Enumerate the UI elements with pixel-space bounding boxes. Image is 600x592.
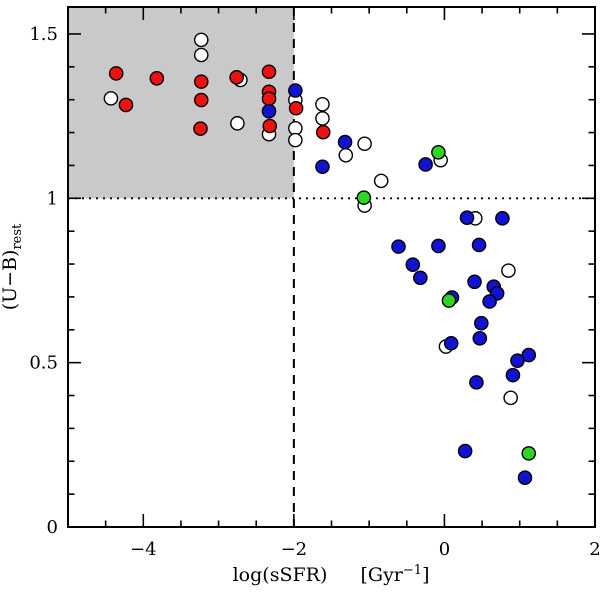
data-point-open-circles xyxy=(501,263,516,278)
x-axis-unit-label: [Gyr−1] xyxy=(360,563,429,586)
data-point-blue-circles xyxy=(471,237,487,253)
data-point-blue-circles xyxy=(510,353,525,368)
quiescent-shaded-region xyxy=(68,7,294,199)
data-point-blue-circles xyxy=(517,470,533,485)
data-point-blue-circles xyxy=(457,443,473,459)
data-point-blue-circles xyxy=(495,211,510,226)
data-point-blue-circles xyxy=(459,210,475,225)
y-tick-label: 1 xyxy=(47,188,58,209)
frame-border xyxy=(67,6,596,528)
data-point-blue-circles xyxy=(315,159,330,175)
data-point-open-circles xyxy=(503,390,518,406)
x-axis-label: log(sSFR) xyxy=(233,564,328,586)
x-tick-label: 0 xyxy=(439,539,450,560)
y-axis-label-subscript: rest xyxy=(10,223,25,250)
data-point-red-circles xyxy=(288,100,304,116)
data-point-blue-circles xyxy=(431,238,446,254)
x-tick-label: −4 xyxy=(130,539,157,560)
data-point-blue-circles xyxy=(469,375,484,390)
data-point-blue-circles xyxy=(443,335,459,351)
data-point-blue-circles xyxy=(405,257,421,272)
data-point-blue-circles xyxy=(413,270,428,286)
data-point-open-circles xyxy=(373,173,389,189)
data-point-blue-circles xyxy=(261,103,277,119)
data-point-red-circles xyxy=(108,66,124,81)
data-point-green-circles xyxy=(441,293,457,308)
x-tick-label: 2 xyxy=(589,539,600,560)
data-point-blue-circles xyxy=(391,239,406,254)
data-point-blue-circles xyxy=(505,367,521,383)
data-points xyxy=(103,32,537,485)
data-point-blue-circles xyxy=(467,274,482,290)
data-point-red-circles xyxy=(229,70,244,85)
data-point-green-circles xyxy=(431,144,446,160)
data-point-red-circles xyxy=(315,124,331,140)
data-point-open-circles xyxy=(103,91,119,106)
data-point-red-circles xyxy=(149,71,165,86)
data-point-open-circles xyxy=(315,111,330,126)
unit-base: [Gyr xyxy=(360,564,403,586)
data-point-red-circles xyxy=(262,118,278,134)
data-point-open-circles xyxy=(193,32,209,48)
unit-exponent: −1 xyxy=(403,563,422,578)
data-point-open-circles xyxy=(315,96,330,112)
x-tick-label: −2 xyxy=(281,539,308,560)
data-point-blue-circles xyxy=(482,294,497,309)
data-point-blue-circles xyxy=(337,134,353,150)
data-point-green-circles xyxy=(521,446,537,461)
data-point-blue-circles xyxy=(418,157,433,172)
data-point-open-circles xyxy=(357,136,372,152)
data-point-blue-circles xyxy=(472,331,488,346)
data-point-open-circles xyxy=(288,132,303,148)
data-point-blue-circles xyxy=(288,83,303,98)
data-point-red-circles xyxy=(118,97,134,113)
y-tick-label: 0 xyxy=(47,517,58,538)
shaded-rect xyxy=(68,7,294,199)
data-point-red-circles xyxy=(193,121,208,136)
plot-frame xyxy=(67,6,596,528)
data-point-red-circles xyxy=(261,91,277,107)
y-tick-label: 1.5 xyxy=(29,24,58,45)
y-axis-label: (U−B)rest xyxy=(0,223,25,310)
data-point-open-circles xyxy=(338,147,354,163)
data-point-red-circles xyxy=(193,74,209,89)
y-axis-label-main: (U−B) xyxy=(0,250,21,311)
y-tick-label: 0.5 xyxy=(29,353,58,374)
tick-labels: −4 −2 0 2 0 0.5 1 1.5 xyxy=(29,24,600,560)
data-point-red-circles xyxy=(261,64,277,80)
data-point-green-circles xyxy=(356,190,372,205)
data-point-blue-circles xyxy=(474,315,489,331)
data-point-open-circles xyxy=(193,47,209,63)
data-point-open-circles xyxy=(230,116,245,131)
unit-close: ] xyxy=(422,564,429,586)
data-point-red-circles xyxy=(193,92,209,108)
